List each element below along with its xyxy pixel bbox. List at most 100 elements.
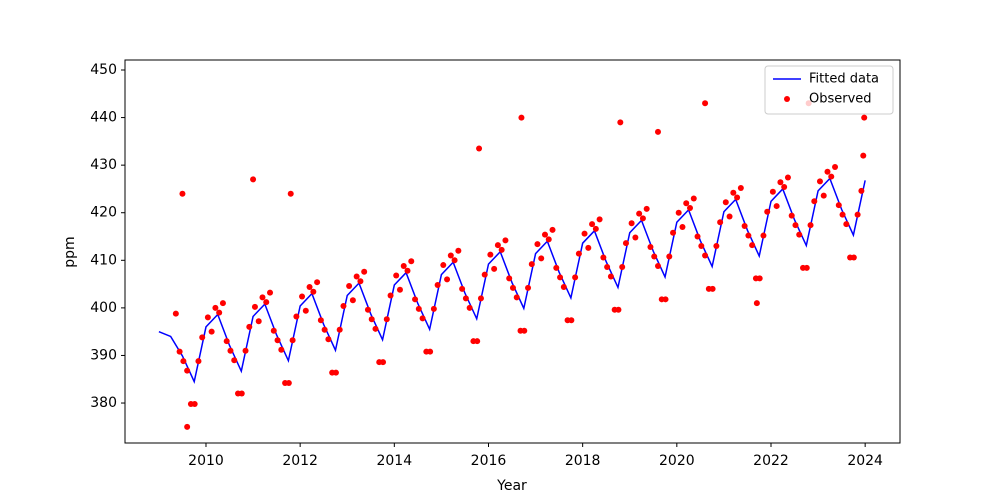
- observed-point: [534, 241, 541, 248]
- observed-point: [690, 195, 697, 202]
- observed-point: [722, 199, 729, 206]
- observed-point: [440, 262, 447, 269]
- observed-point: [589, 221, 596, 228]
- observed-point: [632, 234, 639, 241]
- observed-point: [364, 306, 371, 313]
- observed-point: [592, 225, 599, 232]
- observed-point: [346, 282, 353, 289]
- x-tick-label: 2020: [659, 453, 695, 469]
- observed-point: [302, 307, 309, 314]
- observed-point: [396, 286, 403, 293]
- observed-point: [639, 215, 646, 222]
- observed-point: [227, 347, 234, 354]
- observed-point: [387, 292, 394, 299]
- observed-point: [575, 250, 582, 257]
- observed-point: [600, 254, 607, 261]
- y-tick-label: 400: [90, 300, 117, 316]
- observed-point: [451, 257, 458, 264]
- x-tick-label: 2014: [376, 453, 412, 469]
- y-tick-label: 410: [90, 252, 117, 268]
- observed-point: [764, 208, 771, 215]
- y-tick-label: 420: [90, 205, 117, 221]
- observed-point: [702, 252, 709, 259]
- observed-point: [513, 294, 520, 301]
- observed-point: [419, 315, 426, 322]
- x-tick-label: 2018: [565, 453, 601, 469]
- observed-point: [670, 229, 677, 236]
- observed-point: [717, 219, 724, 226]
- observed-point: [336, 326, 343, 333]
- observed-point: [427, 348, 434, 355]
- observed-point: [788, 212, 795, 219]
- observed-point: [415, 305, 422, 312]
- observed-point: [777, 179, 784, 186]
- observed-point: [745, 232, 752, 239]
- observed-point: [839, 211, 846, 218]
- observed-point: [208, 328, 215, 335]
- legend-marker: [784, 96, 790, 102]
- observed-point: [622, 240, 629, 247]
- observed-point: [749, 242, 756, 249]
- observed-point: [835, 202, 842, 209]
- observed-point: [274, 337, 281, 344]
- observed-point: [773, 203, 780, 210]
- observed-point: [455, 247, 462, 254]
- observed-point: [709, 285, 716, 292]
- x-tick-label: 2022: [753, 453, 789, 469]
- observed-point: [753, 300, 760, 307]
- observed-point: [289, 337, 296, 344]
- observed-point: [250, 176, 257, 183]
- observed-point: [560, 283, 567, 290]
- observed-point: [393, 272, 400, 279]
- y-tick-label: 430: [90, 157, 117, 173]
- observed-point: [383, 316, 390, 323]
- observed-point: [372, 325, 379, 332]
- observed-point: [180, 358, 187, 365]
- observed-point: [521, 327, 528, 334]
- observed-point: [444, 276, 451, 283]
- observed-point: [231, 357, 238, 364]
- observed-point: [481, 271, 488, 278]
- observed-point: [491, 265, 498, 272]
- observed-point: [353, 273, 360, 280]
- observed-point: [628, 220, 635, 227]
- observed-point: [380, 359, 387, 366]
- observed-point: [223, 338, 230, 345]
- observed-point: [654, 128, 661, 135]
- observed-point: [287, 190, 294, 197]
- observed-point: [860, 152, 867, 159]
- observed-point: [713, 243, 720, 250]
- observed-point: [675, 209, 682, 216]
- legend-label: Fitted data: [809, 72, 879, 87]
- observed-point: [538, 255, 545, 262]
- observed-point: [828, 173, 835, 180]
- legend-box: [764, 65, 894, 115]
- observed-point: [816, 178, 823, 185]
- observed-point: [619, 263, 626, 270]
- observed-point: [781, 184, 788, 191]
- observed-point: [179, 190, 186, 197]
- observed-point: [219, 300, 226, 307]
- observed-point: [325, 336, 332, 343]
- observed-point: [506, 275, 513, 282]
- observed-point: [604, 263, 611, 270]
- observed-point: [259, 294, 266, 301]
- observed-point: [494, 242, 501, 249]
- observed-point: [184, 423, 191, 430]
- observed-point: [760, 232, 767, 239]
- observed-point: [195, 358, 202, 365]
- observed-point: [246, 323, 253, 330]
- observed-point: [636, 210, 643, 217]
- observed-point: [263, 299, 270, 306]
- observed-point: [769, 188, 776, 195]
- observed-point: [756, 275, 763, 282]
- observed-point: [528, 261, 535, 268]
- observed-point: [784, 174, 791, 181]
- observed-point: [572, 274, 579, 281]
- observed-point: [854, 211, 861, 218]
- observed-point: [585, 244, 592, 251]
- observed-point: [518, 114, 525, 121]
- observed-point: [687, 204, 694, 211]
- observed-point: [734, 194, 741, 201]
- observed-point: [617, 119, 624, 126]
